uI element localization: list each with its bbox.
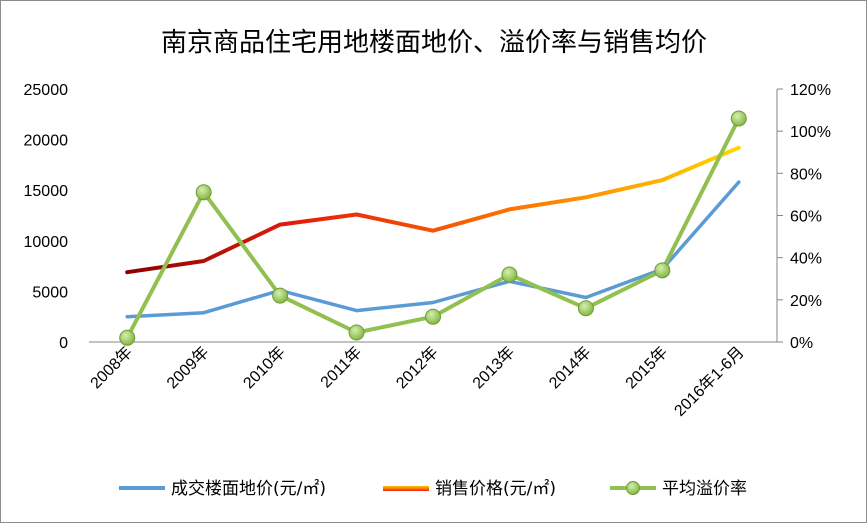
legend-marker-premium-rate bbox=[626, 481, 640, 495]
legend-item-premium-rate: 平均溢价率 bbox=[610, 479, 747, 499]
premium-rate-point bbox=[119, 329, 136, 346]
left-axis-ticks: 0 5000 10000 15000 20000 25000 bbox=[24, 82, 69, 352]
x-tick-label: 2008年 bbox=[87, 343, 136, 392]
x-tick-label: 2014年 bbox=[545, 343, 594, 392]
premium-rate-point bbox=[272, 287, 289, 304]
right-tick-label: 20% bbox=[790, 293, 822, 310]
x-tick-label: 2010年 bbox=[240, 343, 289, 392]
x-tick-label: 2015年 bbox=[622, 343, 671, 392]
premium-rate-point bbox=[730, 110, 747, 127]
premium-rate-point bbox=[654, 262, 671, 279]
right-tick-label: 100% bbox=[790, 124, 831, 141]
premium-rate-point bbox=[501, 266, 518, 283]
legend: 成交楼面地价(元/㎡) 销售价格(元/㎡) 平均溢价率 bbox=[119, 479, 747, 499]
left-tick-label: 15000 bbox=[24, 183, 69, 200]
legend-item-land-price: 成交楼面地价(元/㎡) bbox=[119, 479, 326, 499]
premium-rate-point bbox=[195, 184, 212, 201]
legend-item-sales-price: 销售价格(元/㎡) bbox=[383, 479, 556, 499]
right-tick-label: 120% bbox=[790, 82, 831, 99]
left-tick-label: 20000 bbox=[24, 133, 69, 150]
left-tick-label: 5000 bbox=[32, 284, 68, 301]
left-tick-label: 25000 bbox=[24, 82, 69, 99]
right-tick-label: 40% bbox=[790, 251, 822, 268]
series-line-sales-price bbox=[125, 145, 741, 275]
legend-label-sales-price: 销售价格(元/㎡) bbox=[435, 479, 556, 499]
right-axis-ticks: 0% 20% 40% 60% 80% 100% 120% bbox=[777, 82, 831, 352]
chart-title: 南京商品住宅用地楼面地价、溢价率与销售均价 bbox=[161, 28, 707, 58]
legend-label-premium-rate: 平均溢价率 bbox=[662, 479, 747, 499]
left-tick-label: 10000 bbox=[24, 234, 69, 251]
x-tick-label: 2016年1-6月 bbox=[671, 343, 748, 420]
premium-rate-point bbox=[425, 308, 441, 325]
legend-swatch-sales-price bbox=[383, 486, 429, 491]
x-tick-label: 2009年 bbox=[163, 343, 212, 392]
x-tick-label: 2013年 bbox=[469, 343, 518, 392]
series-line-premium-rate bbox=[125, 116, 741, 340]
x-axis-labels: 2008年 2009年 2010年 2011年 2012年 2013年 2014年 2015年… bbox=[87, 343, 748, 420]
left-tick-label: 0 bbox=[59, 335, 68, 352]
premium-rate-point bbox=[577, 300, 594, 317]
series-line-land-price bbox=[125, 180, 741, 319]
right-tick-label: 80% bbox=[790, 166, 822, 183]
x-tick-label: 2012年 bbox=[393, 343, 442, 392]
legend-label-land-price: 成交楼面地价(元/㎡) bbox=[171, 479, 326, 499]
premium-rate-markers bbox=[119, 110, 747, 346]
x-tick-label: 2011年 bbox=[317, 343, 365, 391]
right-tick-label: 60% bbox=[790, 209, 822, 226]
right-tick-label: 0% bbox=[790, 335, 813, 352]
premium-rate-point bbox=[348, 324, 365, 341]
